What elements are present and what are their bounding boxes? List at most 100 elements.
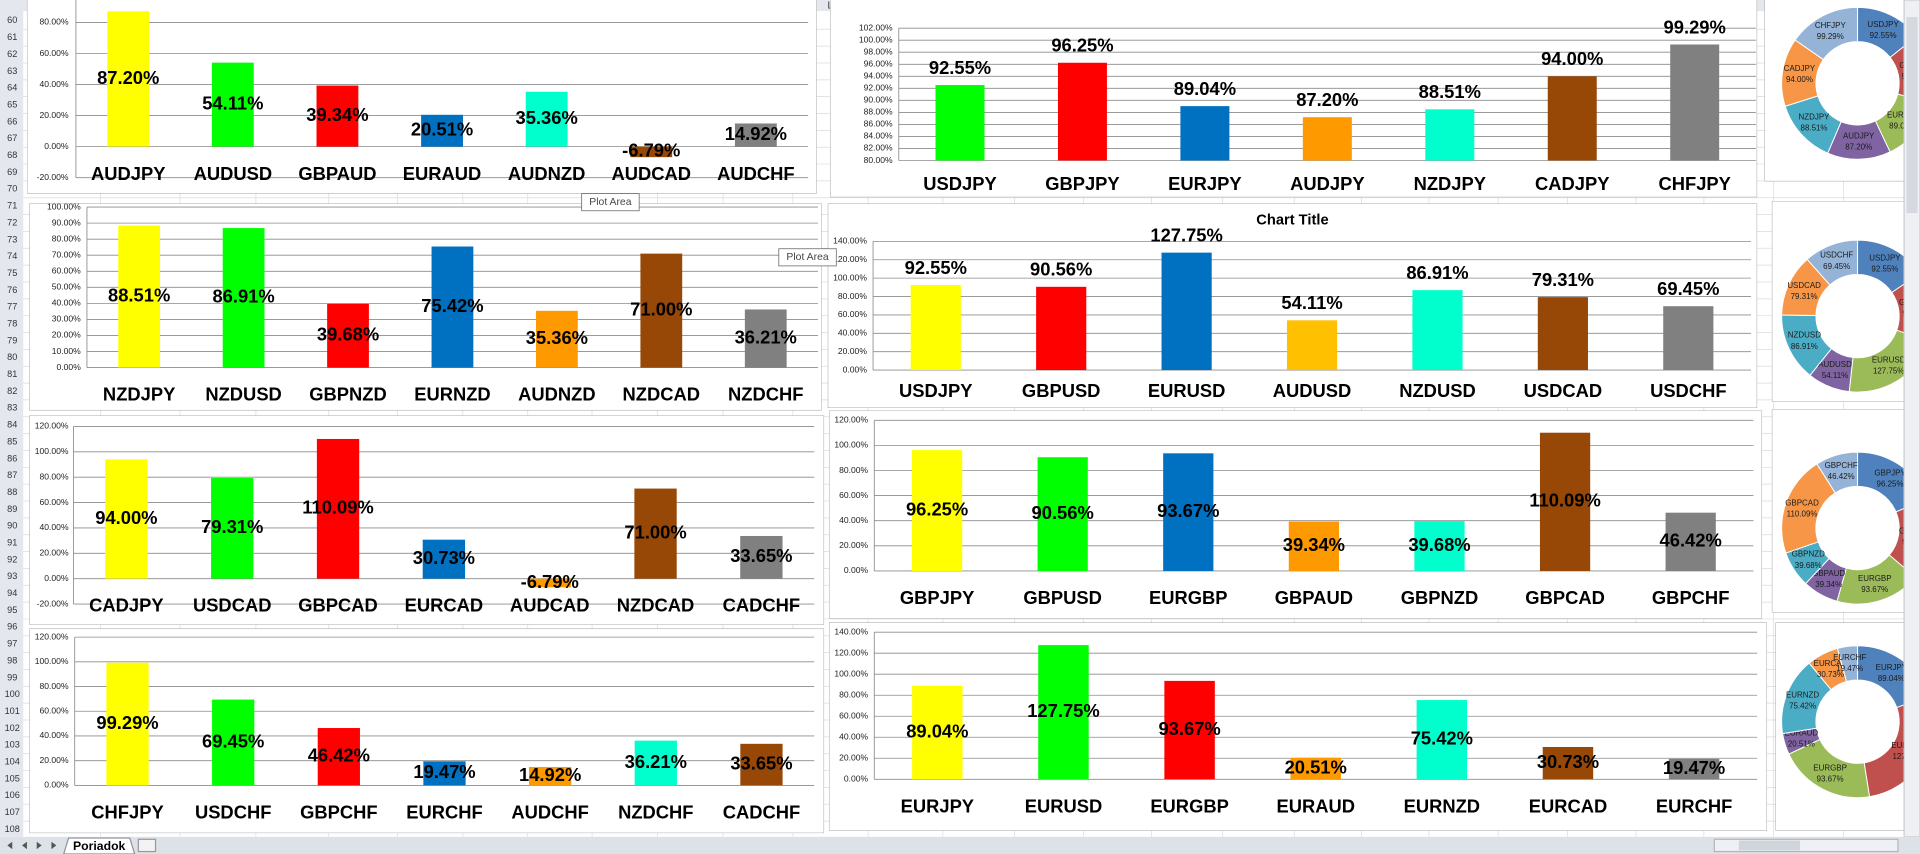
value-label: 89.04% — [906, 720, 968, 741]
category-label: EURJPY — [1168, 173, 1241, 194]
row-header: 101 — [5, 706, 20, 716]
tab-nav-arrows[interactable] — [7, 841, 57, 850]
category-label: AUDNZD — [518, 384, 595, 405]
category-label: GBPCAD — [298, 594, 378, 615]
value-label: -6.79% — [622, 140, 680, 161]
category-label: AUDCAD — [611, 163, 691, 184]
bar — [423, 761, 466, 786]
slice-category: EURCHF — [1833, 653, 1866, 662]
y-tick-label: 120.00% — [35, 631, 69, 641]
sheet-tab-label[interactable]: Poriadok — [73, 839, 126, 853]
row-header: 61 — [7, 32, 17, 42]
new-sheet-button[interactable] — [137, 838, 157, 853]
y-tick-label: 0.00% — [44, 141, 69, 151]
value-label: 88.51% — [108, 284, 170, 305]
row-header: 94 — [7, 588, 17, 598]
row-header: 73 — [7, 234, 17, 244]
y-tick-label: 20.00% — [40, 548, 69, 558]
value-label: 96.25% — [906, 498, 968, 519]
value-label: 30.73% — [1537, 751, 1599, 772]
bar — [640, 253, 683, 368]
chart-frame — [29, 203, 822, 411]
y-tick-label: 100.00% — [834, 669, 868, 679]
y-tick-label: 80.00% — [40, 471, 69, 481]
value-label: 39.34% — [306, 104, 368, 125]
donut-slice — [1836, 645, 1859, 683]
sheet-tab[interactable] — [63, 837, 136, 854]
y-tick-label: 40.00% — [839, 515, 868, 525]
value-label: 30.73% — [413, 547, 475, 568]
category-label: AUDUSD — [1273, 380, 1352, 401]
row-header: 82 — [7, 386, 17, 396]
row-header: 70 — [7, 184, 17, 194]
row-header: 93 — [7, 571, 17, 581]
row-header: 64 — [7, 83, 17, 93]
value-label: 94.00% — [95, 507, 157, 528]
category-label: GBPJPY — [900, 587, 974, 608]
value-label: 75.42% — [421, 295, 483, 316]
scroll-thumb[interactable] — [1906, 17, 1918, 214]
value-label: 54.11% — [1281, 292, 1342, 313]
y-tick-label: 60.00% — [40, 706, 69, 716]
value-label: 46.42% — [308, 745, 370, 766]
value-label: 90.56% — [1030, 259, 1092, 280]
category-label: NZDCHF — [618, 801, 693, 822]
y-tick-label: 120.00% — [834, 415, 868, 425]
category-label: AUDJPY — [1290, 173, 1364, 194]
y-tick-label: 0.00% — [57, 362, 82, 372]
value-label: 94.00% — [1541, 48, 1603, 69]
slice-value: 79.31% — [1791, 292, 1818, 301]
row-header: 90 — [7, 521, 17, 531]
bar — [1668, 758, 1720, 780]
y-tick-label: 100.00% — [834, 440, 868, 450]
y-tick-label: 120.00% — [833, 254, 867, 264]
y-tick-label: -20.00% — [37, 598, 69, 608]
row-header: 87 — [7, 470, 17, 480]
bar — [1670, 44, 1720, 161]
y-tick-label: -20.00% — [37, 172, 69, 182]
bar — [222, 228, 265, 368]
row-header: 65 — [7, 99, 17, 109]
category-label: USDJPY — [923, 173, 996, 194]
value-label: 96.25% — [1051, 35, 1113, 56]
value-label: 14.92% — [725, 123, 787, 144]
bar — [630, 146, 673, 158]
slice-category: GBPUSD — [1899, 527, 1920, 536]
slice-value: 69.45% — [1823, 262, 1850, 271]
row-header: 100 — [5, 689, 20, 699]
bar — [1037, 457, 1088, 571]
row-header: 99 — [7, 672, 17, 682]
bar — [1412, 290, 1463, 371]
row-header: 79 — [7, 335, 17, 345]
category-label: GBPCHF — [1652, 587, 1730, 608]
y-tick-label: 80.00% — [40, 17, 69, 27]
row-header: 89 — [7, 504, 17, 514]
bar — [1542, 746, 1594, 780]
donut-slice — [1857, 645, 1905, 709]
bar — [327, 303, 369, 368]
y-tick-label: 40.00% — [839, 732, 868, 742]
bar — [212, 699, 255, 786]
row-header: 75 — [7, 268, 17, 278]
category-label: CHFJPY — [1658, 173, 1730, 194]
slice-category: NZDUSD — [1788, 331, 1821, 340]
category-label: GBPNZD — [309, 384, 387, 405]
value-label: 20.51% — [1285, 756, 1347, 777]
bar — [1163, 453, 1214, 571]
y-tick-label: 140.00% — [834, 626, 868, 636]
y-tick-label: 80.00% — [864, 155, 893, 165]
category-label: CADCHF — [723, 594, 800, 615]
slice-category: USDJPY — [1867, 20, 1899, 29]
y-tick-label: 0.00% — [844, 565, 869, 575]
slice-category: GBPNZD — [1792, 550, 1825, 559]
bar — [1414, 521, 1465, 571]
h-scroll-thumb[interactable] — [1738, 840, 1800, 851]
bar — [421, 114, 463, 147]
slice-value: 30.73% — [1817, 670, 1844, 679]
slice-value: 86.91% — [1791, 342, 1818, 351]
value-label: 35.36% — [516, 107, 578, 128]
slice-value: 89.04% — [1889, 122, 1916, 131]
bar — [634, 740, 677, 786]
y-tick-label: 20.00% — [40, 110, 69, 120]
value-label: 88.51% — [1419, 81, 1481, 102]
